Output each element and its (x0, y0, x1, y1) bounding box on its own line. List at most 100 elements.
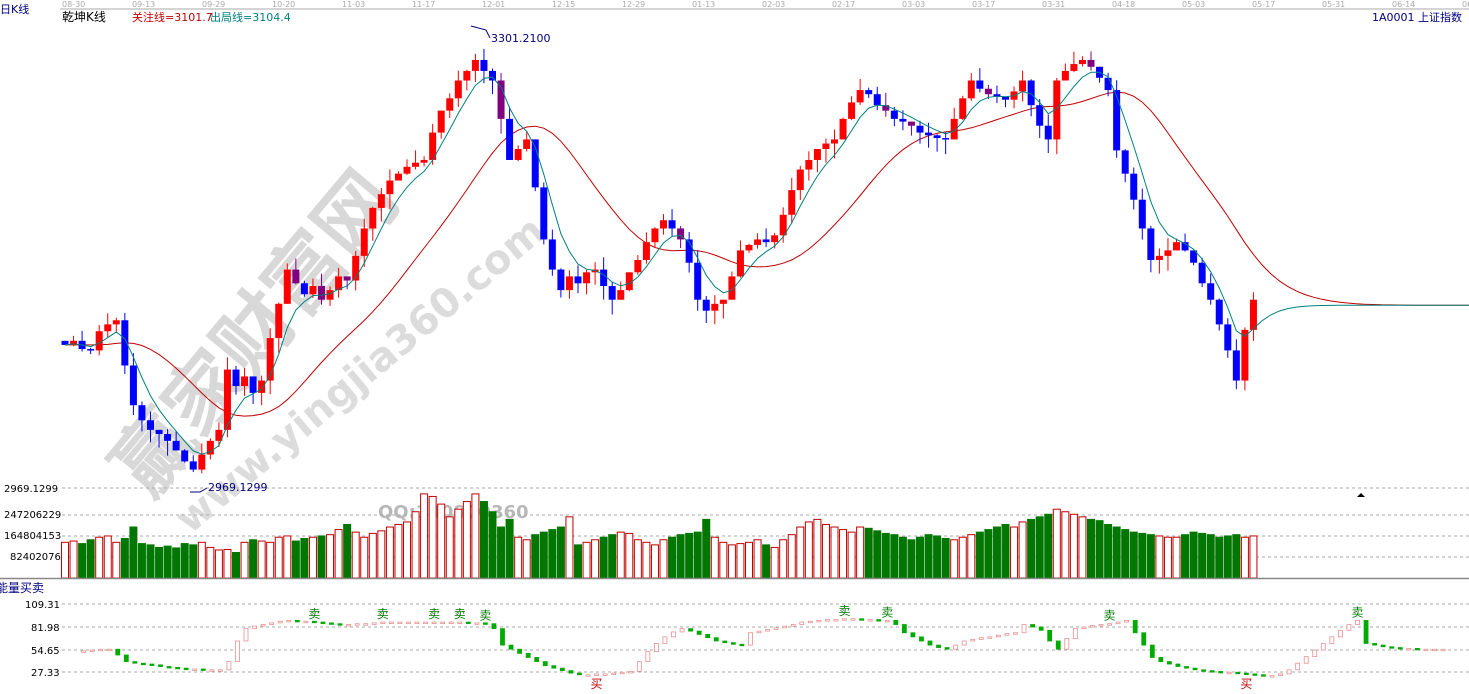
indicator-bar (388, 621, 394, 624)
candle-body (651, 228, 659, 243)
volume-bar (839, 529, 848, 579)
volume-bar (950, 539, 959, 579)
low-label: 2969.1299 (208, 481, 268, 494)
indicator-bar (1218, 671, 1224, 674)
indicator-bar (1432, 648, 1437, 652)
candle-body (463, 70, 471, 81)
indicator-bar (825, 619, 830, 622)
volume-bar (548, 529, 557, 579)
indicator-bar (235, 640, 240, 662)
volume-bar (565, 516, 574, 579)
date-tick-label: 06-14 (1392, 0, 1415, 9)
candle-body (1087, 59, 1095, 67)
volume-bar (343, 523, 352, 579)
high-annotation: 3301.2100 (470, 25, 551, 45)
volume-bar (1052, 508, 1061, 579)
volume-bar (753, 539, 762, 579)
indicator-bar (1072, 628, 1078, 639)
scroll-marker-icon[interactable] (1357, 493, 1365, 497)
indicator-bar (320, 621, 326, 624)
indicator-bar (303, 620, 309, 624)
exit-line-value: 出局线=3104.4 (210, 10, 291, 24)
indicator-bar (1295, 662, 1301, 671)
candle-body (369, 207, 377, 229)
indicator-bar (1372, 643, 1377, 646)
indicator-bar (363, 623, 369, 626)
indicator-bar (1329, 636, 1335, 644)
indicator-bar (1414, 647, 1420, 651)
indicator-bar (482, 622, 488, 625)
candle-body (480, 59, 488, 71)
slow-line (65, 91, 1469, 417)
candle-body (1053, 80, 1061, 140)
volume-bar (625, 532, 634, 579)
volume-bar (360, 536, 369, 579)
volume-bar (1018, 521, 1027, 579)
candle-body (1036, 105, 1044, 126)
indicator-bar (662, 636, 668, 644)
volume-bar (787, 534, 796, 579)
candle-body (1198, 262, 1206, 284)
candle-body (873, 94, 881, 106)
candle-body (232, 369, 240, 387)
volume-bar (240, 541, 249, 579)
candle-body (754, 239, 762, 245)
candles (61, 48, 1257, 474)
candle-body (967, 80, 975, 99)
candle-body (292, 269, 300, 284)
candle-body (625, 272, 633, 291)
indicator-bars: 卖卖卖卖卖卖卖卖卖买买 (81, 604, 1446, 691)
volume-bar (385, 526, 394, 579)
symbol-label[interactable]: 1A0001 上证指数 (1372, 10, 1462, 24)
candle-body (574, 276, 582, 284)
volume-bar (1249, 535, 1258, 579)
volume-bar (796, 526, 805, 579)
indicator-bar (696, 630, 702, 635)
volume-bar (1001, 523, 1010, 579)
slow-line-layer (65, 91, 1469, 417)
indicator-bar (1303, 656, 1309, 664)
candle-body (805, 159, 813, 170)
volume-bar (1215, 536, 1224, 579)
volume-bar (676, 534, 685, 579)
indicator-bar (585, 674, 591, 677)
candle-body (446, 98, 454, 111)
volume-bar (933, 535, 942, 579)
volume-bar (137, 543, 146, 579)
volume-bar (214, 549, 223, 579)
candle-body (882, 105, 890, 111)
date-axis: 08-30 09-13 09-29 10-20 11-03 11-17 12-01 12-15… (62, 0, 1469, 9)
date-tick-label: 05-03 (1182, 0, 1205, 9)
candle-body (779, 214, 787, 236)
candle-body (104, 324, 112, 332)
indicator-bar (294, 620, 300, 623)
indicator-bar (816, 620, 822, 623)
volume-bar (445, 516, 454, 579)
indicator-title[interactable]: 能量买卖 (0, 581, 44, 595)
indicator-bar (756, 630, 762, 634)
volume-bar (762, 544, 771, 579)
indicator-bar (1021, 624, 1027, 634)
volume-bar (1095, 520, 1104, 579)
low-annotation: 2969.1299 (190, 481, 268, 494)
high-label: 3301.2100 (491, 32, 551, 45)
volume-bar (1112, 526, 1121, 579)
candle-body (531, 139, 539, 188)
indicator-bar (799, 621, 805, 625)
volume-bar (274, 536, 283, 579)
date-tick-label: 12-15 (552, 0, 575, 9)
volume-bar (95, 536, 104, 579)
indicator-bar (884, 620, 890, 623)
candle-body (831, 139, 838, 144)
period-label[interactable]: 日K线 (0, 2, 29, 16)
indicator-bar (465, 621, 471, 624)
volume-bar (163, 545, 172, 579)
candle-body (642, 242, 650, 260)
candle-body (1249, 299, 1257, 330)
indicator-bar (1149, 644, 1155, 658)
candle-body (121, 320, 129, 366)
candle-body (429, 132, 437, 160)
date-tick-label: 10-20 (272, 0, 295, 9)
candle-body (394, 173, 402, 181)
